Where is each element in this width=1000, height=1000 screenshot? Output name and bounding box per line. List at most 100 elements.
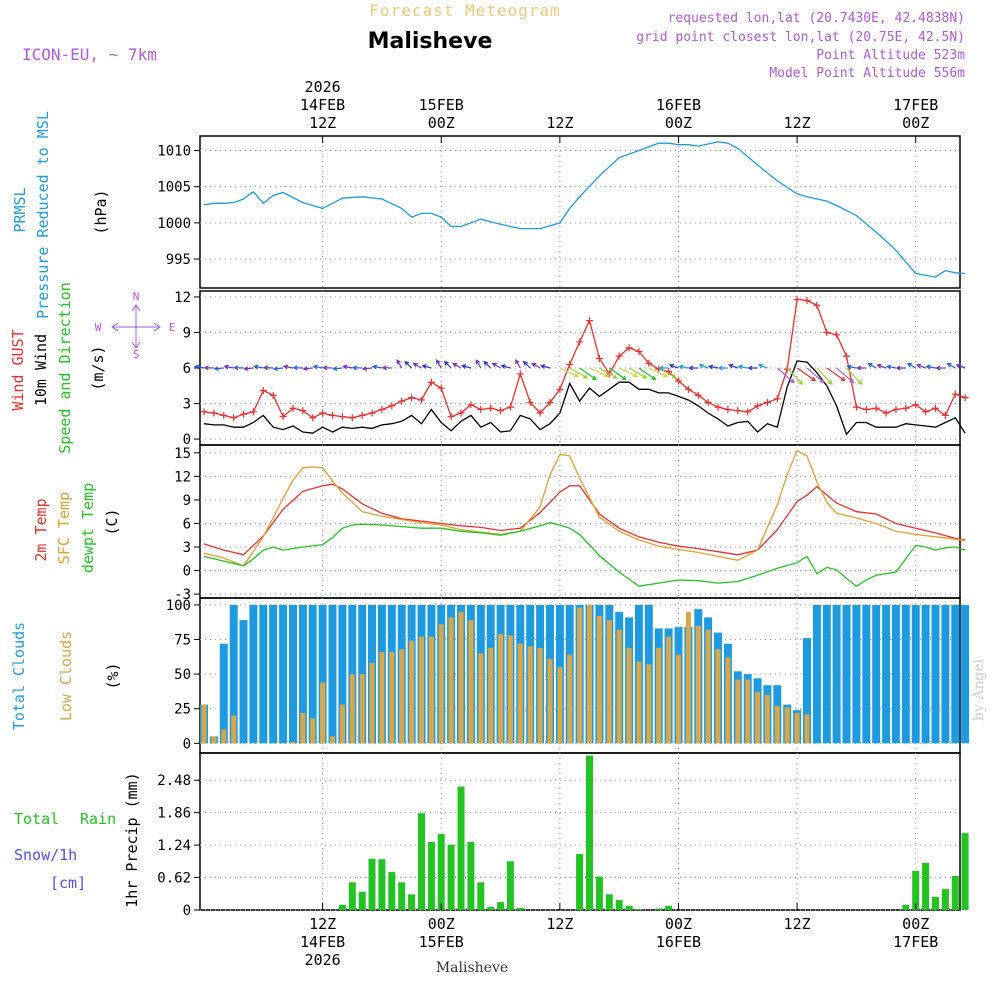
wind-direction-arrow [589, 367, 609, 378]
compass-s: S [133, 348, 140, 361]
precip-label-rain: Rain [80, 810, 116, 828]
bar-total-rain [516, 907, 524, 910]
top-time-label: 00Z [665, 114, 692, 132]
bar-total-rain [477, 882, 485, 910]
panel-temperature: -3 0 3 6 9 12 15 [174, 444, 966, 603]
cloud-label-low: Low Clouds [57, 631, 75, 721]
series-line-10m-wind [203, 360, 966, 436]
wind-direction-arrow [381, 365, 392, 371]
bar-low-clouds [784, 707, 790, 744]
bar-low-clouds [330, 736, 335, 744]
requested-coords: requested lon,lat (20.7430E, 42.4838N) [668, 11, 965, 26]
wind-direction-arrow [728, 363, 739, 369]
pressure-label-msl: Pressure Reduced to MSL [34, 111, 52, 319]
bottom-time-label: 00Z [428, 915, 455, 933]
bar-low-clouds [369, 663, 375, 744]
bar-total-clouds [328, 604, 337, 744]
bar-low-clouds [448, 617, 454, 744]
wind-direction-arrow [747, 365, 758, 371]
ytick-label: 25 [174, 702, 191, 718]
wind-direction-arrow [846, 364, 857, 370]
bottom-time-label: 00Z [902, 915, 929, 933]
bar-total-clouds [842, 604, 851, 744]
top-time-label: 12Z [784, 114, 811, 132]
gust-point [902, 404, 910, 412]
ytick-label: 0 [183, 564, 191, 580]
gust-point [220, 411, 228, 419]
wind-direction-arrow [443, 360, 452, 369]
gust-point [961, 394, 969, 402]
series-line-2m-temp [203, 483, 966, 556]
wind-direction-arrow [806, 367, 825, 384]
gust-point [457, 409, 465, 417]
wind-direction-arrow [421, 364, 432, 369]
wind-direction-arrow [193, 364, 205, 370]
wind-direction-arrow [946, 362, 956, 369]
bottom-time-label: 2026 [305, 951, 341, 969]
wind-direction-arrow [483, 360, 492, 369]
bar-total-rain [467, 842, 475, 910]
compass-e: E [169, 321, 176, 334]
wind-direction-arrow [906, 362, 916, 369]
bar-total-clouds [891, 604, 900, 744]
wind-direction-arrow [515, 359, 521, 369]
temp-label-sfc: SFC Temp [55, 492, 73, 564]
top-time-label: 14FEB [300, 96, 345, 114]
wind-direction-arrow [608, 367, 627, 381]
wind-direction-arrow [412, 362, 422, 369]
wind-direction-arrow [540, 364, 551, 369]
bar-low-clouds [231, 715, 237, 744]
wind-direction-arrow [648, 367, 669, 378]
ytick-label: 1.86 [157, 806, 191, 822]
wind-direction-arrow [491, 362, 501, 369]
gust-point [398, 397, 406, 405]
bar-low-clouds [201, 704, 207, 744]
wind-direction-arrow [436, 359, 442, 369]
wind-direction-arrow [559, 367, 580, 378]
ytick-label: 12 [174, 290, 191, 306]
bar-total-rain [506, 861, 514, 910]
gust-point [941, 411, 949, 419]
ytick-label: 12 [174, 469, 191, 485]
bar-low-clouds [428, 636, 434, 744]
bar-low-clouds [666, 636, 672, 744]
gust-point [437, 384, 445, 392]
bar-low-clouds [310, 718, 316, 744]
wind-direction-arrow [638, 367, 657, 381]
gust-point [249, 408, 257, 416]
wind-direction-arrow [272, 366, 284, 372]
wind-direction-arrow [243, 366, 254, 372]
bar-total-rain [457, 786, 465, 910]
ytick-label: 1005 [157, 180, 191, 196]
bar-low-clouds [577, 607, 583, 744]
wind-direction-arrow [698, 363, 709, 369]
bar-total-clouds [219, 643, 228, 744]
panel-wind: 0 3 6 9 12 [174, 290, 969, 448]
series-line-dewpt-temp [203, 522, 966, 587]
location-title: Malisheve [368, 29, 493, 54]
gust-point [348, 414, 356, 422]
wind-direction-arrow [628, 367, 648, 379]
bar-low-clouds [320, 682, 326, 744]
gust-point [358, 411, 366, 419]
wind-direction-arrow [292, 365, 303, 371]
wind-label-direction: Speed and Direction [56, 282, 74, 454]
gust-point [230, 414, 238, 422]
bar-total-rain [368, 858, 376, 910]
bar-total-clouds [852, 604, 861, 744]
bar-total-rain [912, 870, 920, 911]
bar-low-clouds [715, 649, 721, 744]
model-point-altitude: Model Point Altitude 556m [769, 66, 965, 81]
bar-total-clouds [961, 604, 970, 744]
bar-total-rain [338, 904, 346, 910]
wind-direction-arrow [332, 366, 343, 372]
bar-low-clouds [389, 652, 395, 744]
compass-w: W [95, 321, 102, 334]
gust-point [259, 387, 267, 395]
bar-total-rain [655, 908, 663, 910]
bar-low-clouds [646, 664, 652, 744]
wind-direction-arrow [618, 367, 639, 378]
gust-point [773, 395, 781, 403]
ytick-label: 15 [174, 446, 191, 462]
